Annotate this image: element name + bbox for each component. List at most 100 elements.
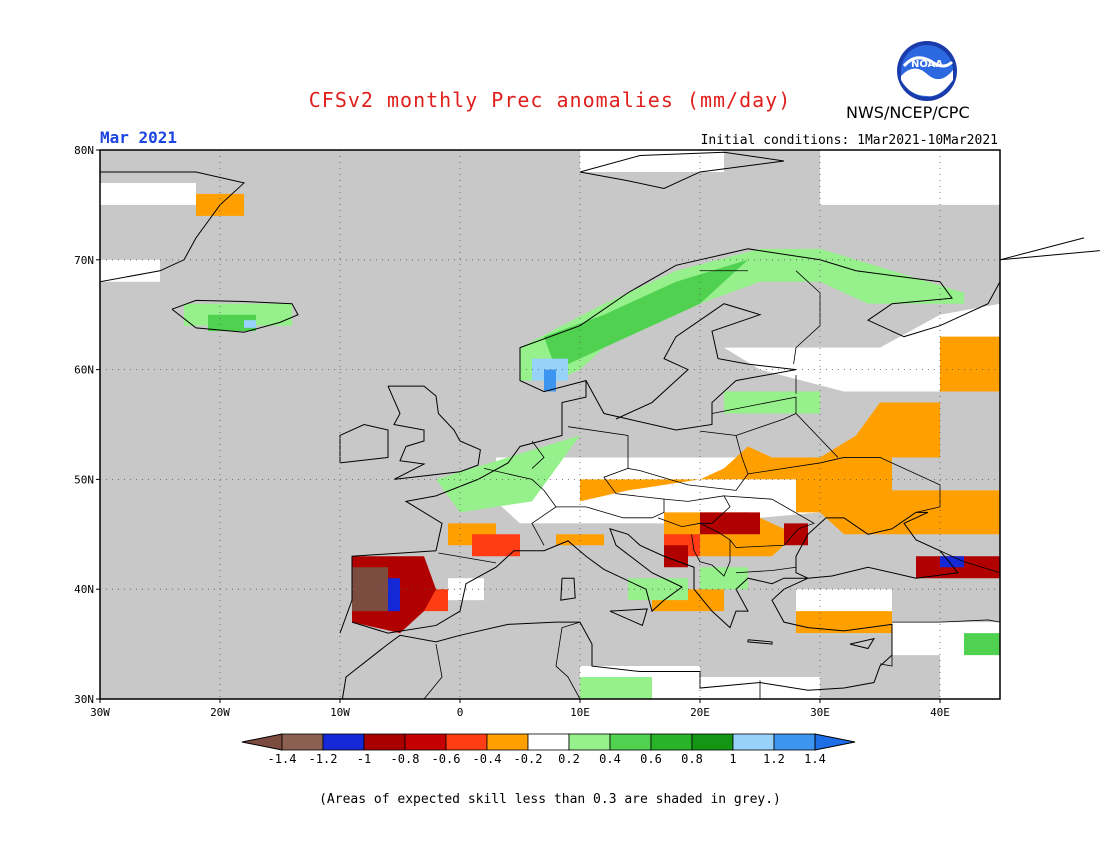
border	[423, 644, 443, 700]
anomaly-area	[700, 512, 760, 535]
border	[939, 550, 1001, 574]
coastline	[579, 151, 785, 189]
lat-label: 70N	[74, 254, 94, 267]
legend-tick-label: 0.8	[681, 752, 703, 766]
lat-label: 60N	[74, 364, 94, 377]
legend-swatch	[404, 733, 447, 751]
lat-label: 80N	[74, 144, 94, 157]
border	[555, 621, 581, 700]
anomaly-area	[784, 523, 808, 546]
noaa-logo: NOAA	[897, 41, 957, 101]
legend-swatch	[281, 733, 324, 751]
legend-tick-label: 0.4	[599, 752, 621, 766]
lon-label: 10E	[570, 706, 590, 719]
border	[691, 534, 731, 577]
legend-tick-label: 1.2	[763, 752, 785, 766]
coastline	[747, 639, 773, 645]
anomaly-area	[664, 545, 688, 568]
country-borders	[423, 270, 1001, 700]
legend-swatch	[568, 733, 611, 751]
coastline	[339, 248, 1001, 634]
anomaly-area	[820, 150, 1000, 205]
legend-swatch	[773, 733, 816, 751]
forecast-month: Mar 2021	[100, 128, 178, 147]
coastline	[560, 577, 576, 601]
border	[556, 468, 665, 519]
coastline	[339, 423, 389, 464]
legend-tick-label: 1	[729, 752, 736, 766]
org-label: NWS/NCEP/CPC	[846, 103, 970, 122]
border	[483, 468, 557, 546]
coastline	[849, 637, 876, 650]
lat-label: 50N	[74, 473, 94, 486]
legend-tick-label: -0.6	[432, 752, 461, 766]
legend-arrow-high	[814, 733, 856, 751]
legend-swatch	[650, 733, 693, 751]
lat-label: 40N	[74, 583, 94, 596]
lon-label: 20E	[690, 706, 710, 719]
legend-swatch	[322, 733, 365, 751]
legend-tick-label: -0.2	[514, 752, 543, 766]
anomaly-area	[544, 369, 556, 392]
legend-swatch	[691, 733, 734, 751]
logo-text: NOAA	[911, 59, 943, 70]
legend-tick-label: -0.8	[391, 752, 420, 766]
anomaly-area	[388, 578, 400, 612]
lon-label: 40E	[930, 706, 950, 719]
legend-tick-label: -1.4	[268, 752, 297, 766]
anomaly-area	[100, 259, 160, 282]
coastline	[609, 608, 648, 627]
anomaly-area	[820, 490, 1000, 535]
legend-tick-label: 0.2	[558, 752, 580, 766]
border	[438, 552, 497, 564]
legend-swatch	[445, 733, 488, 751]
border	[735, 413, 839, 458]
legend-swatch	[363, 733, 406, 751]
coastline	[171, 299, 299, 333]
legend-arrow-low	[241, 733, 283, 751]
legend-tick-label: 1.4	[804, 752, 826, 766]
border	[735, 566, 797, 574]
skill-footnote: (Areas of expected skill less than 0.3 a…	[319, 792, 781, 807]
lon-label: 30E	[810, 706, 830, 719]
anomaly-area	[100, 182, 196, 205]
legend-tick-label: 0.6	[640, 752, 662, 766]
border	[657, 495, 731, 528]
anomaly-area	[244, 320, 256, 328]
map-frame	[99, 149, 1001, 700]
legend-tick-label: -1	[357, 752, 371, 766]
anomaly-area	[556, 534, 604, 546]
legend-tick-label: -1.2	[309, 752, 338, 766]
initial-conditions: Initial conditions: 1Mar2021-10Mar2021	[700, 133, 998, 148]
lon-label: 20W	[210, 706, 230, 719]
map-title: CFSv2 monthly Prec anomalies (mm/day)	[308, 88, 792, 112]
legend-swatch	[527, 733, 570, 751]
border	[879, 644, 893, 667]
anomaly-area	[472, 534, 520, 557]
legend-tick-label: -0.4	[473, 752, 502, 766]
anomaly-area	[580, 336, 1000, 513]
lon-label: 0	[457, 706, 464, 719]
border	[793, 270, 821, 365]
border	[699, 495, 815, 548]
coastline	[387, 385, 481, 480]
legend-swatch	[486, 733, 529, 751]
lon-label: 30W	[90, 706, 110, 719]
lon-label: 10W	[330, 706, 350, 719]
border	[711, 396, 797, 414]
anomaly-area	[964, 633, 1000, 656]
anomaly-areas	[100, 150, 1000, 699]
anomaly-area	[520, 248, 964, 381]
legend-swatch	[732, 733, 775, 751]
coastline	[341, 511, 959, 700]
border	[531, 440, 545, 469]
anomaly-area	[580, 677, 652, 699]
anomaly-area	[544, 259, 748, 370]
coastline	[99, 171, 246, 283]
lat-label: 30N	[74, 693, 94, 706]
border	[567, 426, 749, 491]
legend-swatch	[609, 733, 652, 751]
